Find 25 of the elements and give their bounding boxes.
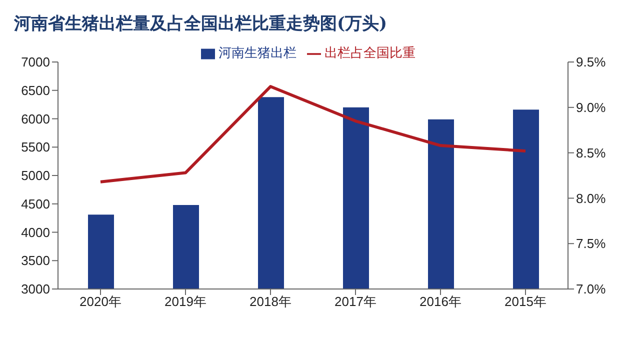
x-tick-label: 2015年: [504, 294, 546, 310]
y-tick-label: 4000: [21, 224, 50, 240]
y2-tick-label: 9.0%: [576, 100, 606, 116]
x-tick-label: 2017年: [334, 294, 376, 310]
y-tick-label: 7000: [21, 54, 50, 70]
x-tick-label: 2016年: [420, 294, 462, 310]
y-tick-label: 6500: [21, 82, 50, 98]
x-tick-label: 2019年: [164, 294, 206, 310]
y2-tick-label: 8.5%: [576, 145, 606, 160]
legend-label: 出栏占全国比重: [324, 45, 416, 60]
y2-tick-label: 9.5%: [576, 54, 606, 70]
legend-label: 河南生猪出栏: [218, 45, 296, 60]
y2-tick-label: 7.5%: [576, 236, 606, 252]
chart-title: 河南省生猪出栏量及占全国出栏比重走势图(万头): [13, 13, 388, 36]
y-tick-label: 5500: [21, 140, 50, 155]
y-tick-label: 3000: [21, 282, 50, 297]
y2-tick-label: 7.0%: [576, 282, 606, 297]
y-tick-label: 3500: [21, 253, 50, 268]
y2-tick-label: 8.0%: [576, 190, 606, 206]
x-tick-label: 2020年: [80, 294, 122, 310]
line-series: [99, 85, 527, 184]
x-tick-label: 2018年: [250, 294, 292, 310]
y-tick-label: 6000: [21, 111, 50, 126]
y-tick-label: 4500: [21, 196, 50, 212]
y-tick-label: 5000: [21, 168, 50, 184]
